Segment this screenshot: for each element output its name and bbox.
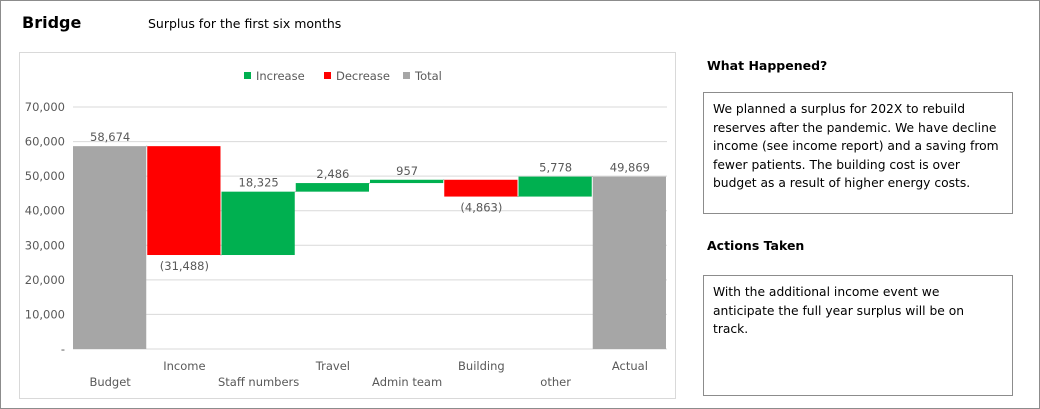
bar-decrease — [147, 146, 221, 256]
waterfall-chart[interactable]: - 10,000 20,000 30,000 40,000 50,000 60,000 70,… — [19, 52, 676, 399]
x-category-label: other — [540, 375, 571, 389]
y-tick-label: 30,000 — [25, 238, 65, 252]
what-happened-textbox[interactable]: We planned a surplus for 202X to rebuild… — [703, 92, 1013, 214]
page-title: Bridge — [22, 13, 82, 32]
x-category-label: Admin team — [372, 375, 442, 389]
y-tick-label: - — [61, 342, 65, 356]
data-label: (4,863) — [460, 201, 502, 215]
legend-swatch-total — [403, 72, 410, 79]
x-category-label: Travel — [315, 359, 350, 373]
y-tick-label: 60,000 — [25, 135, 65, 149]
data-label: 18,325 — [239, 176, 279, 190]
data-label: 957 — [396, 164, 418, 178]
x-category-label: Actual — [612, 359, 648, 373]
page-subtitle: Surplus for the first six months — [148, 16, 342, 31]
bar-total — [73, 146, 147, 349]
legend-label: Decrease — [336, 69, 390, 83]
y-tick-label: 70,000 — [25, 100, 65, 114]
actions-taken-textbox[interactable]: With the additional income event we anti… — [703, 275, 1013, 396]
x-category-label: Building — [458, 359, 505, 373]
legend-label: Total — [414, 69, 442, 83]
bar-increase — [370, 179, 444, 184]
x-category-label: Staff numbers — [218, 375, 299, 389]
bar-decrease — [444, 179, 518, 197]
x-category-label: Budget — [89, 375, 131, 389]
data-label: 5,778 — [539, 161, 572, 175]
y-tick-label: 50,000 — [25, 169, 65, 183]
bar-increase — [295, 183, 369, 192]
data-label: 58,674 — [90, 130, 130, 144]
bar-increase — [221, 191, 295, 256]
y-tick-label: 20,000 — [25, 273, 65, 287]
actions-taken-heading: Actions Taken — [707, 238, 805, 253]
bar-increase — [518, 176, 592, 197]
x-category-label: Income — [163, 359, 205, 373]
y-tick-label: 10,000 — [25, 307, 65, 321]
data-label: (31,488) — [160, 259, 209, 273]
bar-total — [592, 176, 666, 349]
legend-swatch-increase — [244, 72, 251, 79]
what-happened-heading: What Happened? — [707, 58, 828, 73]
data-label: 49,869 — [610, 161, 650, 175]
legend-swatch-decrease — [324, 72, 331, 79]
legend-label: Increase — [256, 69, 305, 83]
data-label: 2,486 — [316, 167, 349, 181]
chart-canvas: - 10,000 20,000 30,000 40,000 50,000 60,000 70,… — [25, 69, 667, 389]
y-tick-label: 40,000 — [25, 204, 65, 218]
